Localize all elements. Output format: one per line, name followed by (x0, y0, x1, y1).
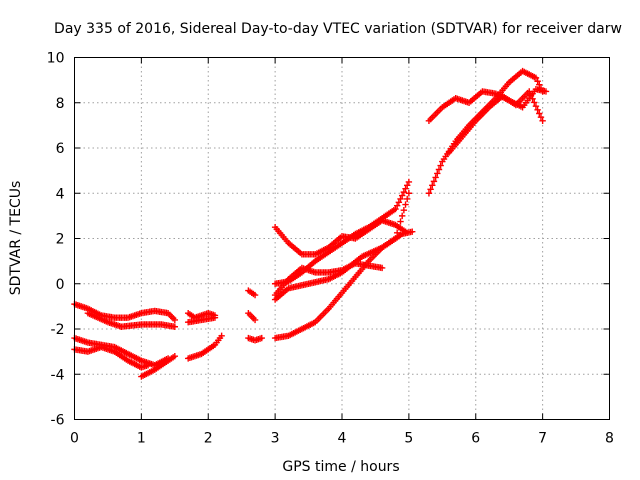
x-tick-label: 5 (404, 431, 413, 447)
data-point (430, 178, 438, 185)
data-point (218, 332, 225, 339)
data-point (537, 84, 545, 92)
x-tick-label: 0 (70, 431, 79, 447)
data-point (395, 223, 403, 231)
y-tick-label: 0 (56, 277, 65, 293)
data-point (539, 117, 546, 125)
x-axis-label: GPS time / hours (282, 459, 399, 475)
data-point (527, 91, 535, 99)
y-tick-label: -6 (51, 413, 65, 429)
data-point (529, 95, 536, 102)
data-point (531, 99, 538, 106)
data-point (171, 323, 179, 330)
data-point (404, 182, 411, 189)
data-point (404, 195, 411, 203)
tick-labels: 0 1 2 3 4 5 6 7 8 -6 -4 -2 0 2 4 6 8 10 (47, 51, 614, 447)
data-point (526, 88, 533, 95)
y-tick-label: -4 (51, 367, 65, 383)
data-point (537, 113, 545, 121)
x-tick-label: 1 (137, 431, 146, 447)
data-point (536, 110, 543, 117)
data-point (400, 188, 408, 196)
data-point (211, 314, 219, 321)
data-point (437, 162, 444, 169)
data-point (409, 228, 416, 235)
data-point (434, 170, 441, 177)
data-point (393, 229, 401, 237)
y-tick-label: 4 (56, 186, 65, 202)
y-tick-label: 10 (47, 51, 65, 67)
data-point (392, 205, 399, 213)
data-point (432, 174, 439, 181)
data-point (397, 218, 404, 225)
chart-title: Day 335 of 2016, Sidereal Day-to-day VTE… (54, 21, 622, 37)
y-tick-label: 8 (56, 96, 65, 112)
data-point (405, 178, 413, 186)
data-point (398, 212, 406, 220)
data-point (532, 74, 540, 82)
x-tick-label: 2 (204, 431, 213, 447)
data-point (258, 334, 265, 342)
data-point (398, 192, 406, 199)
data-point (435, 166, 443, 173)
y-tick-label: 6 (56, 141, 65, 157)
data-point (397, 195, 404, 203)
x-tick-label: 3 (271, 431, 280, 447)
data-point (400, 207, 408, 214)
data-point (251, 316, 259, 324)
data-point (539, 88, 546, 95)
data-point (392, 235, 399, 242)
data-point (395, 199, 403, 206)
plot-frame (74, 57, 610, 420)
x-tick-label: 4 (338, 431, 347, 447)
data-point (534, 106, 541, 114)
data-point (425, 190, 433, 197)
x-tick-label: 8 (605, 431, 614, 447)
data-point (534, 78, 541, 85)
x-tick-label: 7 (538, 431, 547, 447)
data-point (405, 190, 413, 197)
data-point (429, 182, 436, 189)
data-point (144, 362, 152, 369)
y-tick-label: 2 (56, 232, 65, 248)
data-point (251, 291, 259, 299)
data-point (532, 102, 540, 110)
data-point (427, 186, 434, 193)
data-point (402, 185, 409, 192)
y-tick-label: -2 (51, 322, 65, 338)
data-point (393, 202, 401, 209)
y-axis-label: SDTVAR / TECUs (8, 181, 24, 296)
data-point (171, 316, 179, 324)
x-tick-label: 6 (471, 431, 480, 447)
data-points (71, 67, 550, 380)
data-point (378, 264, 386, 272)
data-point (536, 81, 543, 88)
data-point (171, 352, 179, 360)
data-point (402, 201, 409, 208)
